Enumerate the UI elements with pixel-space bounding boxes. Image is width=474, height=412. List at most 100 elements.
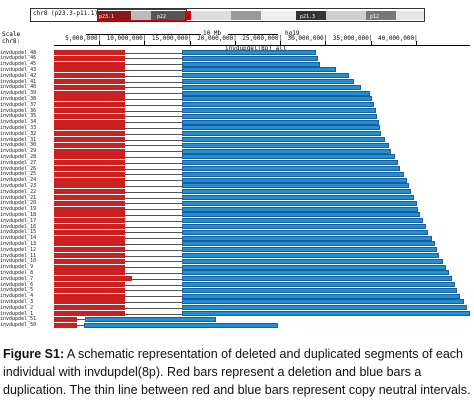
duplication-bar [181,171,404,177]
deletion-bar [54,195,125,200]
duplication-bar [181,282,455,287]
ruler-tick [144,41,146,45]
band-block: p12 [366,11,396,20]
band-block: p21.3 [296,11,326,20]
deletion-bar [54,113,125,119]
row-label: invdupdel_30 [0,142,37,149]
deletion-bar [54,235,125,241]
deletion-bar [54,96,125,102]
deletion-bar [54,154,125,160]
duplication-bar [181,212,421,218]
duplication-bar [181,73,349,79]
row-label: invdupdel_35 [0,113,37,120]
row-label: invdupdel_14 [0,235,37,242]
band-label: p23.1 [99,14,115,20]
deletion-bar [54,224,125,229]
duplication-bar [181,287,458,293]
duplication-bar [181,125,380,131]
ruler-tick-label: 10,000,000| [106,35,147,42]
deletion-bar [54,270,125,276]
duplication-bar [181,195,414,200]
row-label: invdupdel_1 [0,310,34,317]
copy-neutral-line [124,52,182,54]
row-label: invdupdel_50 [0,322,37,329]
ruler-tick [234,41,236,45]
band-block [131,11,151,20]
deletion-bar [54,55,125,61]
row-label: invdupdel_7 [0,275,34,282]
copy-neutral-line [124,69,182,71]
duplication-bar [181,50,317,55]
ruler-tick [280,41,282,45]
copy-neutral-line [124,98,182,100]
copy-neutral-line [124,168,182,170]
row-label: invdupdel_26 [0,165,37,172]
copy-neutral-line [124,191,182,193]
row-label: invdupdel_13 [0,240,37,247]
row-label: invdupdel_37 [0,101,37,108]
duplication-bar [181,113,377,119]
deletion-bar [54,171,125,177]
ruler-tick-label: 15,000,000| [151,35,192,42]
duplication-bar [181,166,401,171]
deletion-bar [54,247,125,253]
deletion-bar [54,67,125,73]
row-label: invdupdel_42 [0,72,37,79]
copy-neutral-line [124,174,182,176]
deletion-bar [54,90,125,96]
copy-neutral-line [124,232,182,234]
deletion-bar [54,241,125,247]
row-label: invdupdel_33 [0,124,37,131]
copy-neutral-line [124,122,182,124]
row-label: invdupdel_39 [0,90,37,97]
band-label: p21.3 [300,14,316,20]
row-label: invdupdel_3 [0,298,34,305]
duplication-bar [181,142,389,148]
row-label: invdupdel_27 [0,159,37,166]
genome-browser-figure: chr8 (p23.3-p11.1) p23.1 p22 p21.3 p12 S… [0,8,470,329]
band-block [191,11,231,20]
scale-text: 10 Mb [203,30,222,37]
copy-neutral-line [124,87,182,89]
copy-neutral-line [124,238,182,240]
copy-neutral-line [124,261,182,263]
deletion-bar [54,200,125,206]
copy-neutral-line [76,319,85,321]
copy-neutral-line [124,290,182,292]
row-label: invdupdel_46 [0,55,37,62]
duplication-bar [181,224,426,229]
duplication-bar [181,67,337,73]
scale-label: Scale [2,31,21,38]
deletion-bar [54,189,125,195]
deletion-bar [54,73,125,79]
copy-neutral-line [124,307,182,309]
deletion-bar [54,108,125,113]
copy-neutral-line [124,162,182,164]
copy-neutral-line [124,75,182,77]
ruler-tick-label: 30,000,000| [287,35,328,42]
deletion-bar [54,50,125,55]
deletion-bar [54,183,125,189]
duplication-bar [181,55,319,61]
copy-neutral-line [124,139,182,141]
copy-neutral-line [124,180,182,182]
ruler-tick [99,41,101,45]
duplication-bar [181,108,376,113]
band-block [326,11,366,20]
deletion-bar [54,142,125,148]
duplication-bar [181,264,447,270]
band-block: p23.1 [97,11,131,20]
duplication-bar [181,258,443,264]
copy-neutral-line [124,296,182,298]
view-region-highlight [97,9,187,21]
ruler-tick-label: 25,000,000| [242,35,283,42]
duplication-bar [181,177,407,183]
row-label: invdupdel_19 [0,206,37,213]
copy-neutral-line [124,127,182,129]
deletion-bar [54,293,125,299]
copy-neutral-line [124,203,182,205]
deletion-bar [54,287,125,293]
deletion-bar [54,264,125,270]
row-label: invdupdel_2 [0,304,34,311]
row-label: invdupdel_36 [0,107,37,114]
